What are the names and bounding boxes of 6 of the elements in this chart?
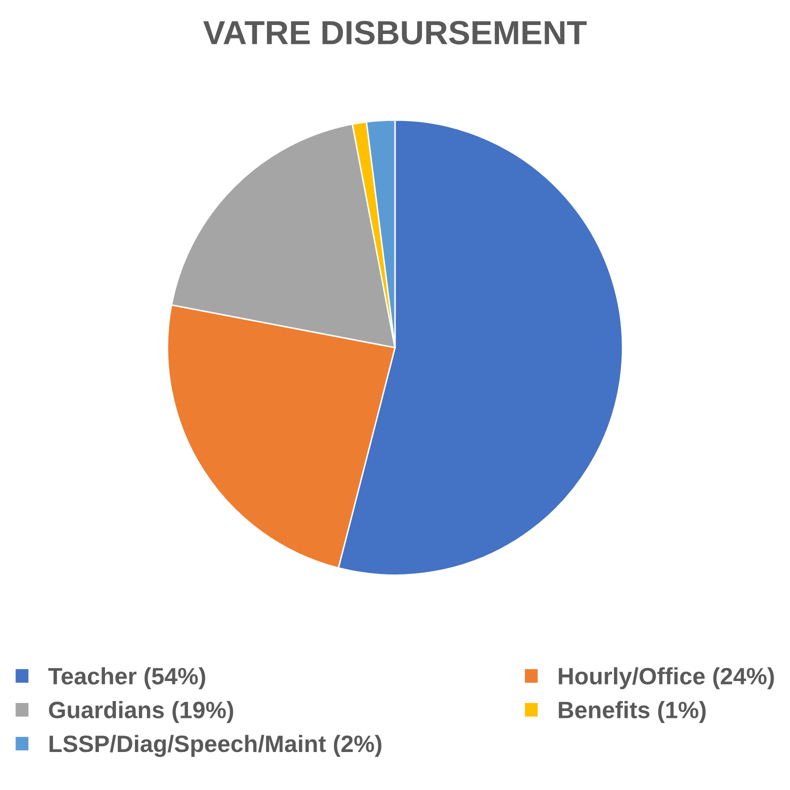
chart-title: VATRE DISBURSEMENT (203, 20, 587, 44)
legend-label: Hourly/Office (24%) (558, 667, 774, 690)
legend-label: Guardians (19%) (48, 701, 234, 724)
legend-label: Teacher (54%) (48, 667, 206, 690)
legend-label: Benefits (1%) (558, 701, 706, 724)
legend-label: LSSP/Diag/Speech/Maint (2%) (50, 734, 382, 757)
